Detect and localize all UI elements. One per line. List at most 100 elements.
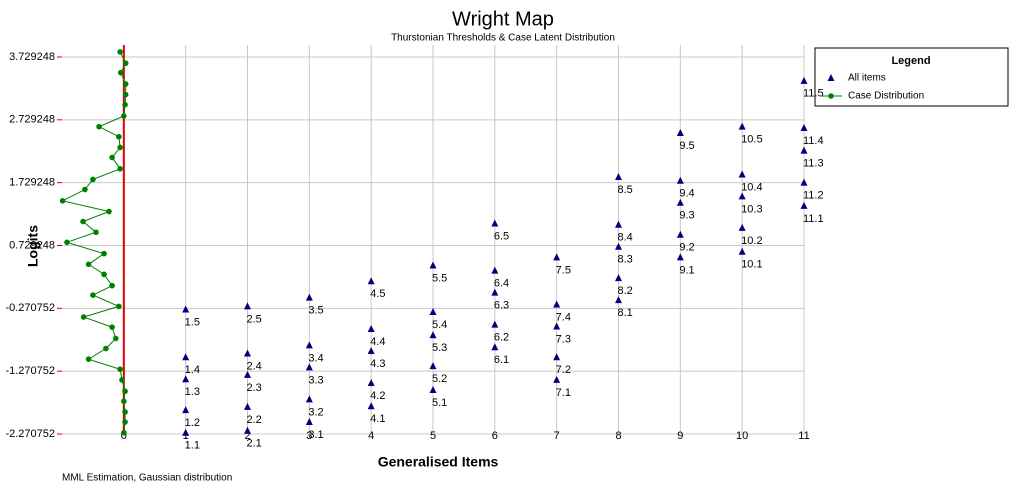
item-threshold [182, 375, 190, 383]
item-threshold [244, 302, 251, 310]
threshold-label: 7.5 [556, 264, 571, 276]
y-tick-label: -0.270752 [5, 302, 55, 314]
x-axis-label: Generalised Items [378, 454, 499, 470]
item-threshold [429, 308, 437, 316]
threshold-label: 11.1 [803, 213, 824, 225]
item-threshold [429, 362, 437, 370]
x-tick-label: 9 [677, 430, 683, 442]
legend-marker [827, 74, 835, 81]
threshold-label: 3.3 [308, 374, 323, 386]
y-tick-label: 2.729248 [9, 114, 55, 126]
x-tick-label: 10 [736, 430, 748, 442]
chart-subtitle: Thurstonian Thresholds & Case Latent Dis… [391, 33, 615, 44]
case-point [116, 303, 122, 310]
item-threshold [615, 172, 622, 180]
item-threshold [738, 192, 746, 200]
x-tick-label: 8 [615, 430, 621, 442]
case-point [101, 250, 107, 257]
item-threshold [182, 353, 190, 361]
case-point [122, 81, 129, 87]
threshold-label: 7.2 [556, 364, 571, 376]
x-tick-label: 7 [554, 430, 560, 442]
x-tick-label: 5 [430, 430, 436, 442]
item-threshold [429, 261, 437, 269]
threshold-label: 6.5 [494, 230, 509, 242]
item-threshold [367, 402, 375, 410]
item-threshold [615, 242, 622, 250]
x-tick-label: 0 [121, 430, 127, 442]
threshold-label: 2.3 [247, 382, 262, 394]
threshold-label: 6.1 [494, 354, 509, 366]
threshold-label: 6.2 [494, 332, 509, 344]
threshold-label: 1.4 [185, 364, 200, 376]
case-point [96, 123, 102, 130]
threshold-label: 5.2 [432, 373, 447, 385]
case-point [117, 165, 123, 172]
x-tick-label: 2 [244, 430, 250, 442]
chart-title: Wright Map [452, 8, 554, 30]
threshold-label: 3.2 [308, 406, 323, 418]
item-threshold [676, 128, 684, 136]
legend-title: Legend [891, 55, 930, 67]
case-point [109, 154, 115, 161]
case-point [117, 366, 123, 373]
item-threshold [738, 247, 746, 255]
item-threshold [491, 343, 499, 351]
case-point [121, 398, 127, 405]
case-point [85, 356, 92, 362]
threshold-label: 1.1 [185, 440, 200, 452]
case-point [122, 91, 129, 98]
threshold-label: 9.5 [679, 140, 694, 152]
threshold-label: 11.5 [803, 88, 824, 100]
x-tick-label: 3 [306, 430, 312, 442]
threshold-label: 2.4 [247, 360, 262, 372]
case-point [90, 292, 96, 298]
case-point [85, 261, 92, 268]
threshold-label: 10.3 [741, 203, 762, 215]
threshold-label: 4.2 [370, 390, 385, 402]
item-threshold [305, 418, 313, 426]
threshold-label: 6.3 [494, 299, 509, 311]
threshold-label: 1.3 [185, 386, 200, 398]
case-point [117, 49, 123, 55]
item-threshold [800, 178, 808, 186]
threshold-label: 5.3 [432, 342, 447, 354]
x-tick-label: 11 [798, 430, 809, 442]
y-tick-label: 1.729248 [9, 177, 55, 189]
item-threshold [676, 230, 684, 238]
y-tick-label: -1.270752 [5, 365, 55, 377]
y-tick-label: 0.729248 [9, 239, 55, 251]
threshold-label: 2.5 [247, 313, 262, 325]
item-threshold [367, 277, 375, 285]
threshold-label: 9.4 [679, 188, 694, 200]
x-tick-label: 1 [183, 430, 189, 442]
case-point [121, 113, 127, 119]
case-point [106, 208, 112, 215]
item-threshold [491, 320, 499, 328]
item-threshold [553, 353, 561, 361]
threshold-label: 9.3 [679, 210, 694, 222]
item-threshold [244, 349, 251, 357]
item-threshold [367, 347, 375, 355]
legend-label: All items [848, 73, 886, 84]
legend-marker [828, 93, 834, 99]
item-threshold [491, 288, 499, 296]
item-threshold [676, 198, 684, 206]
item-threshold [676, 176, 684, 184]
threshold-label: 8.1 [618, 307, 633, 319]
x-tick-label: 6 [492, 430, 498, 442]
threshold-label: 9.1 [679, 264, 694, 276]
case-point [103, 345, 109, 352]
threshold-label: 3.4 [308, 352, 323, 364]
case-point [90, 176, 96, 183]
item-threshold [676, 253, 684, 261]
case-point [80, 314, 87, 320]
case-point [64, 239, 70, 246]
case-point [93, 229, 99, 236]
item-threshold [244, 370, 251, 378]
threshold-label: 7.3 [556, 333, 571, 345]
case-point [117, 69, 124, 76]
item-threshold [553, 300, 561, 308]
threshold-label: 5.1 [432, 397, 447, 409]
y-tick-label: -2.270752 [5, 428, 55, 440]
